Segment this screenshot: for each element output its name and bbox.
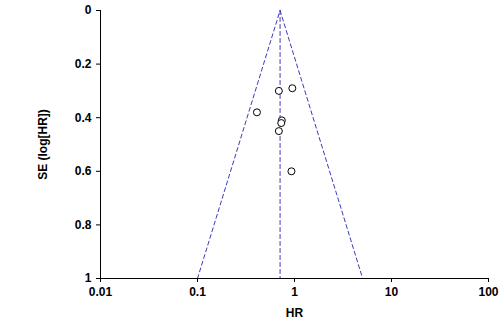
svg-text:100: 100 (478, 285, 498, 299)
svg-text:0.4: 0.4 (75, 111, 92, 125)
svg-text:SE (log[HR]): SE (log[HR]) (36, 109, 50, 180)
svg-text:HR: HR (286, 306, 304, 320)
svg-text:0.8: 0.8 (75, 218, 92, 232)
svg-text:0.01: 0.01 (89, 285, 113, 299)
svg-text:1: 1 (291, 285, 298, 299)
svg-text:0.2: 0.2 (75, 57, 92, 71)
svg-text:0: 0 (85, 3, 92, 17)
svg-text:0.6: 0.6 (75, 164, 92, 178)
svg-text:10: 10 (385, 285, 399, 299)
svg-text:0.1: 0.1 (189, 285, 206, 299)
svg-text:1: 1 (85, 271, 92, 285)
